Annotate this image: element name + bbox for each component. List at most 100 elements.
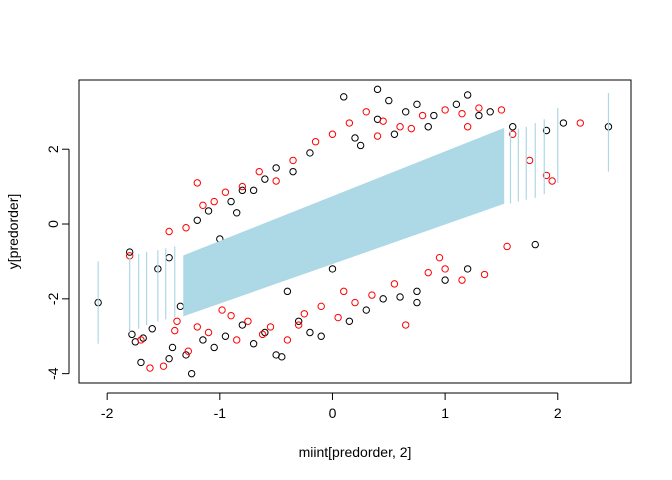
data-point	[204, 207, 213, 215]
y-axis-label: y[predorder]	[5, 194, 21, 269]
data-point	[413, 100, 421, 109]
data-point	[340, 93, 348, 101]
data-point	[193, 323, 201, 331]
data-point	[210, 343, 218, 352]
x-tick-label: -2	[101, 405, 114, 421]
data-point	[128, 330, 136, 339]
data-point	[509, 130, 517, 138]
data-point	[233, 209, 241, 217]
data-point	[171, 326, 179, 335]
y-axis: -4 -2 0 2	[45, 145, 70, 380]
data-point	[452, 100, 461, 109]
data-point	[413, 298, 421, 307]
data-point	[294, 317, 303, 325]
data-point	[396, 123, 404, 131]
data-point	[306, 328, 314, 337]
data-point	[351, 298, 359, 307]
data-point	[390, 130, 399, 138]
data-point	[300, 310, 309, 318]
x-axis: -2 -1 0 1 2	[101, 392, 562, 421]
data-point	[458, 109, 466, 118]
data-point	[497, 106, 506, 114]
data-point	[266, 323, 275, 331]
data-point	[373, 85, 382, 94]
x-tick-label: 2	[554, 405, 562, 421]
data-point	[182, 351, 190, 359]
data-point	[176, 302, 185, 311]
data-point	[576, 119, 585, 127]
data-point	[317, 332, 325, 340]
data-point	[233, 336, 241, 344]
data-point	[463, 123, 472, 131]
data-point	[503, 242, 511, 251]
data-point	[424, 268, 432, 277]
data-point	[238, 321, 247, 329]
data-point	[137, 336, 145, 344]
data-point	[221, 188, 230, 196]
data-point	[187, 369, 196, 378]
data-point	[480, 270, 489, 279]
data-point	[249, 186, 258, 195]
data-point	[548, 177, 556, 185]
data-point	[475, 104, 483, 112]
data-point	[340, 287, 348, 296]
data-point	[283, 287, 292, 296]
data-point	[509, 123, 517, 131]
data-point	[125, 248, 134, 256]
data-point	[407, 124, 416, 133]
data-point	[137, 358, 145, 367]
data-point	[345, 317, 354, 325]
data-point	[334, 313, 342, 322]
data-point	[531, 240, 539, 249]
data-point	[184, 347, 192, 355]
data-point	[418, 111, 427, 120]
data-point	[165, 354, 173, 363]
data-point	[463, 265, 472, 273]
data-point	[294, 321, 303, 329]
data-point	[261, 328, 269, 337]
data-point	[525, 156, 534, 165]
data-point	[261, 175, 269, 183]
plot-frame	[78, 79, 632, 384]
data-point	[362, 108, 370, 116]
data-point	[368, 291, 376, 299]
x-tick-label: 0	[329, 405, 337, 421]
data-point	[227, 311, 235, 320]
data-point	[401, 321, 410, 329]
data-point	[458, 276, 466, 284]
data-point	[351, 134, 359, 142]
data-point	[159, 362, 168, 370]
data-point	[244, 317, 252, 325]
data-point	[559, 119, 568, 127]
x-axis-label: miint[predorder, 2]	[299, 444, 412, 460]
data-point	[182, 224, 190, 232]
data-point	[165, 227, 173, 236]
data-point	[210, 197, 218, 206]
data-point	[199, 336, 207, 344]
data-point	[542, 126, 551, 135]
data-point	[345, 119, 354, 127]
data-point	[272, 177, 280, 185]
data-point	[430, 111, 438, 120]
data-point	[272, 164, 280, 172]
data-point	[204, 328, 213, 337]
x-tick-label: 1	[441, 405, 449, 421]
data-point	[199, 201, 207, 210]
data-point	[289, 167, 297, 176]
y-tick-label: -4	[45, 367, 61, 380]
data-point	[146, 364, 154, 372]
data-point	[390, 280, 399, 288]
data-point	[173, 317, 181, 325]
data-point	[396, 293, 404, 301]
data-point	[238, 182, 247, 191]
data-point	[306, 149, 314, 157]
data-point	[317, 302, 325, 311]
y-tick-label: 2	[45, 145, 61, 153]
data-point	[139, 334, 147, 342]
data-point	[379, 117, 387, 125]
data-point	[475, 111, 483, 120]
data-point	[283, 336, 292, 344]
data-point	[218, 306, 226, 314]
data-point	[424, 123, 432, 131]
